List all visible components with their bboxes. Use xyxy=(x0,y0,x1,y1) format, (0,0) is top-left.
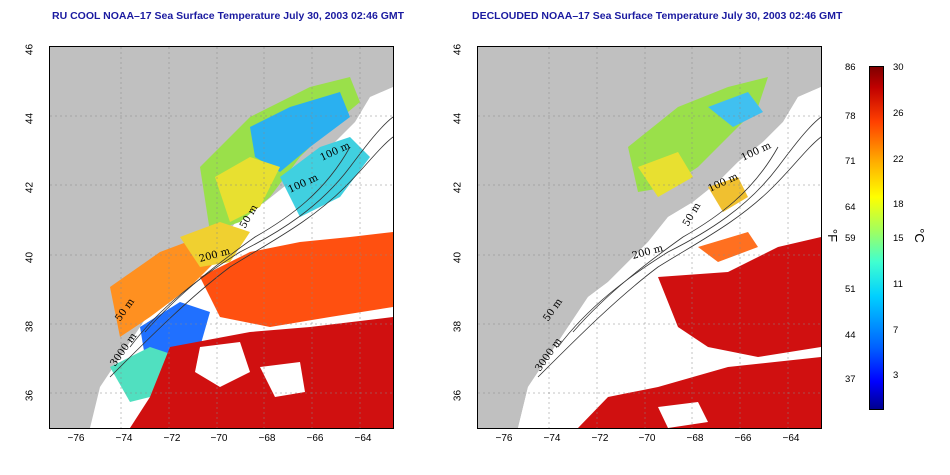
right-ytick-36: 36 xyxy=(452,389,464,402)
temperature-colorbar xyxy=(869,66,884,410)
right-xtick-68: −68 xyxy=(686,433,704,444)
cb-c-30: 30 xyxy=(893,62,904,73)
fahrenheit-unit-label: °F xyxy=(825,228,841,243)
cb-f-51: 51 xyxy=(845,284,856,295)
right-xtick-74: −74 xyxy=(543,433,561,444)
right-xtick-76: −76 xyxy=(495,433,513,444)
right-panel-title: DECLOUDED NOAA–17 Sea Surface Temperatur… xyxy=(472,10,843,22)
right-ytick-44: 44 xyxy=(452,112,464,125)
right-ytick-38: 38 xyxy=(452,320,464,333)
land-right xyxy=(478,47,821,428)
left-sst-map: 100 m 100 m 50 m 200 m 50 m 3000 m xyxy=(49,46,394,429)
left-ytick-40: 40 xyxy=(24,251,36,264)
right-ytick-42: 42 xyxy=(452,181,464,194)
left-ytick-46: 46 xyxy=(24,43,36,56)
cb-f-59: 59 xyxy=(845,233,856,244)
cb-c-3: 3 xyxy=(893,370,899,381)
right-xtick-64: −64 xyxy=(782,433,800,444)
left-ytick-38: 38 xyxy=(24,320,36,333)
right-sst-map: 100 m 100 m 50 m 200 m 50 m 3000 m xyxy=(477,46,822,429)
left-ytick-42: 42 xyxy=(24,181,36,194)
cb-c-7: 7 xyxy=(893,325,899,336)
right-xtick-72: −72 xyxy=(591,433,609,444)
left-ytick-36: 36 xyxy=(24,389,36,402)
left-xtick-64: −64 xyxy=(354,433,372,444)
cb-f-78: 78 xyxy=(845,111,856,122)
left-xtick-68: −68 xyxy=(258,433,276,444)
cb-c-15: 15 xyxy=(893,233,904,244)
left-xtick-76: −76 xyxy=(67,433,85,444)
cb-f-86: 86 xyxy=(845,62,856,73)
left-xtick-74: −74 xyxy=(115,433,133,444)
cb-f-44: 44 xyxy=(845,330,856,341)
cb-c-11: 11 xyxy=(893,279,903,290)
right-xtick-66: −66 xyxy=(734,433,752,444)
right-ytick-40: 40 xyxy=(452,251,464,264)
right-ytick-46: 46 xyxy=(452,43,464,56)
left-xtick-66: −66 xyxy=(306,433,324,444)
right-xtick-70: −70 xyxy=(638,433,656,444)
cb-f-37: 37 xyxy=(845,374,856,385)
cb-f-64: 64 xyxy=(845,202,856,213)
left-xtick-72: −72 xyxy=(163,433,181,444)
left-ytick-44: 44 xyxy=(24,112,36,125)
left-xtick-70: −70 xyxy=(210,433,228,444)
cb-f-71: 71 xyxy=(845,156,856,167)
celsius-unit-label: °C xyxy=(911,228,927,243)
left-panel-title: RU COOL NOAA–17 Sea Surface Temperature … xyxy=(52,10,405,22)
cb-c-22: 22 xyxy=(893,154,904,165)
cb-c-18: 18 xyxy=(893,199,904,210)
cb-c-26: 26 xyxy=(893,108,904,119)
